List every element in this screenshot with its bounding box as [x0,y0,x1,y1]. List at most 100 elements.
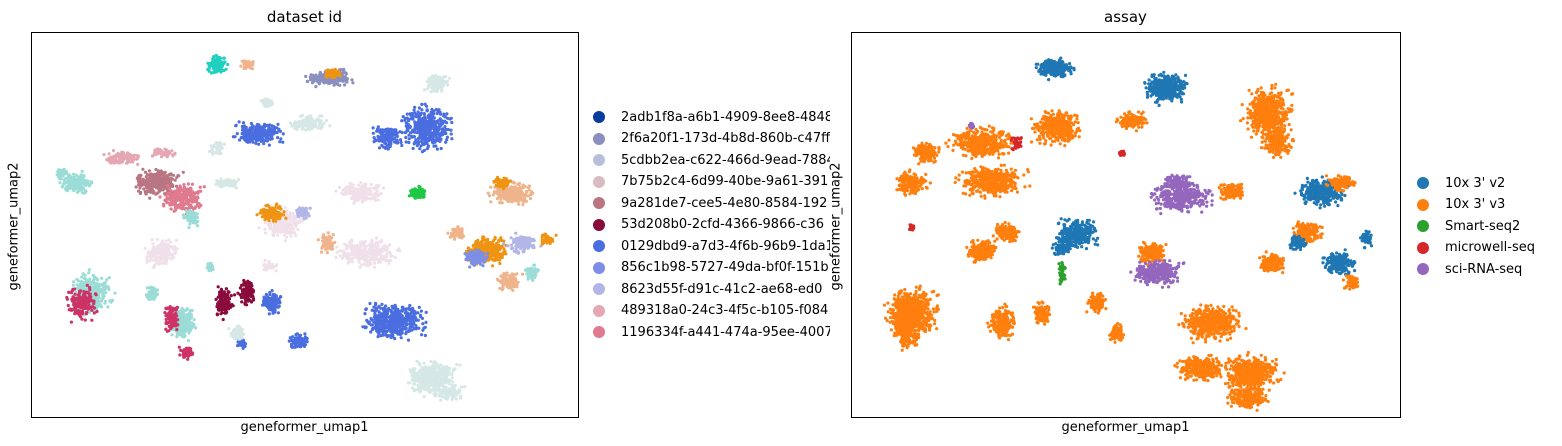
legend-label: sci-RNA-seq [1445,261,1523,277]
point-cluster [1160,173,1196,194]
point-cluster [1341,274,1360,291]
scatter-plot [882,56,1374,412]
legend-label: 489318a0-24c3-4f5c-b105-f084 [621,303,829,318]
legend-label: Smart-seq2 [1445,218,1521,234]
point-cluster [1321,248,1357,277]
x-axis-label: geneformer_umap1 [1061,420,1190,435]
point-cluster [427,383,467,402]
x-axis-label: geneformer_umap1 [240,420,369,435]
point-cluster [334,236,402,269]
legend-item: microwell-seq [1417,239,1535,257]
legend-marker [593,283,605,295]
y-axis-label: geneformer_umap2 [828,162,844,291]
point-cluster [163,305,180,333]
point-cluster [208,140,227,156]
point-cluster [324,67,342,80]
point-cluster [1293,175,1351,210]
point-cluster [231,120,285,147]
legend-marker [593,304,605,317]
point-cluster [502,231,543,255]
point-cluster [1034,56,1076,82]
legend-item: 5cdbb2ea-c622-466d-9ead-7884 [593,151,830,169]
point-cluster [1108,322,1126,344]
legend-item: 10x 3' v2 [1417,174,1505,192]
legend-label: 8623d55f-d91c-41c2-ae68-ed0 [621,281,823,297]
legend-label: 2f6a20f1-173d-4b8d-860b-c47ff [621,131,830,146]
legend-item: 2f6a20f1-173d-4b8d-860b-c47ff [593,130,830,148]
point-cluster [236,337,248,350]
legend-marker [593,111,605,123]
legend-marker [1417,198,1429,211]
point-cluster [102,149,141,166]
legend-item: 489318a0-24c3-4f5c-b105-f084 [593,302,828,320]
legend-item: 9a281de7-cee5-4e80-8584-192 [593,194,827,212]
legend-marker [1417,220,1429,232]
point-cluster [882,284,940,342]
legend-item: 856c1b98-5727-49da-bf0f-151b [593,259,829,277]
point-cluster [262,258,279,273]
point-cluster [986,302,1016,342]
point-cluster [55,167,69,181]
point-cluster [1031,300,1052,326]
legend-item: 0129dbd9-a7d3-4f6b-96b9-1da1 [593,237,830,255]
legend-label: 53d208b0-2cfd-4366-9866-c36 [621,217,824,232]
point-cluster [1114,110,1149,133]
point-cluster [1288,234,1308,252]
point-cluster [967,121,976,130]
point-cluster [134,167,185,201]
point-cluster [407,184,427,200]
legend-label: 856c1b98-5727-49da-bf0f-151b [621,260,829,275]
point-cluster [261,289,283,316]
legend-marker [593,240,605,252]
point-cluster [911,141,941,166]
legend-item: 1196334f-a441-474a-95ee-4007 [593,323,830,341]
chart-title: dataset id [266,8,343,26]
plot-area [31,32,579,418]
legend: 10x 3' v2 10x 3' v3 Smart-seq2 microwell-se… [1417,174,1557,277]
point-cluster [1359,229,1374,250]
point-cluster [361,301,428,342]
legend-marker [1417,177,1429,189]
point-cluster [143,237,179,269]
point-cluster [1177,303,1248,345]
legend-label: 7b75b2c4-6d99-40be-9a61-391 [621,174,829,189]
legend-item: 2adb1f8a-a6b1-4909-8ee8-4848 [593,108,830,126]
legend-marker [593,132,605,145]
point-cluster [953,163,1032,200]
legend-label: microwell-seq [1445,240,1536,255]
legend-marker [593,326,605,338]
legend-label: 1196334f-a441-474a-95ee-4007 [621,324,830,340]
point-cluster [168,305,198,343]
point-cluster [406,359,462,399]
point-cluster [1226,385,1270,412]
legend-marker [593,218,605,231]
legend-marker [1417,263,1429,275]
point-cluster [495,271,525,292]
chart-dataset-id: dataset id geneformer_umap1 geneformer_u… [7,8,831,435]
point-cluster [1129,259,1186,289]
point-cluster [540,232,558,246]
legend-label: 9a281de7-cee5-4e80-8584-192 [621,195,828,211]
point-cluster [889,314,922,352]
point-cluster [1029,109,1082,148]
legend-label: 5cdbb2ea-c622-466d-9ead-7884 [621,152,830,168]
point-cluster [227,324,246,341]
point-cluster [908,223,916,232]
point-cluster [991,220,1021,244]
point-cluster [523,263,540,282]
legend-item: 53d208b0-2cfd-4366-9866-c36 [593,216,824,234]
point-cluster [287,332,309,349]
legend-marker [1417,241,1429,254]
point-cluster [965,238,998,264]
point-cluster [895,168,932,197]
point-cluster [446,225,466,241]
legend-item: 8623d55f-d91c-41c2-ae68-ed0 [593,280,822,298]
point-cluster [1324,174,1357,193]
point-cluster [259,97,275,108]
legend-item: 7b75b2c4-6d99-40be-9a61-391 [593,173,828,191]
legend-label: 10x 3' v3 [1445,197,1506,212]
chart-assay: assay geneformer_umap1 geneformer_umap2 … [828,0,1562,446]
point-cluster [214,285,237,322]
legend-marker [593,197,605,209]
point-cluster [1223,350,1286,394]
